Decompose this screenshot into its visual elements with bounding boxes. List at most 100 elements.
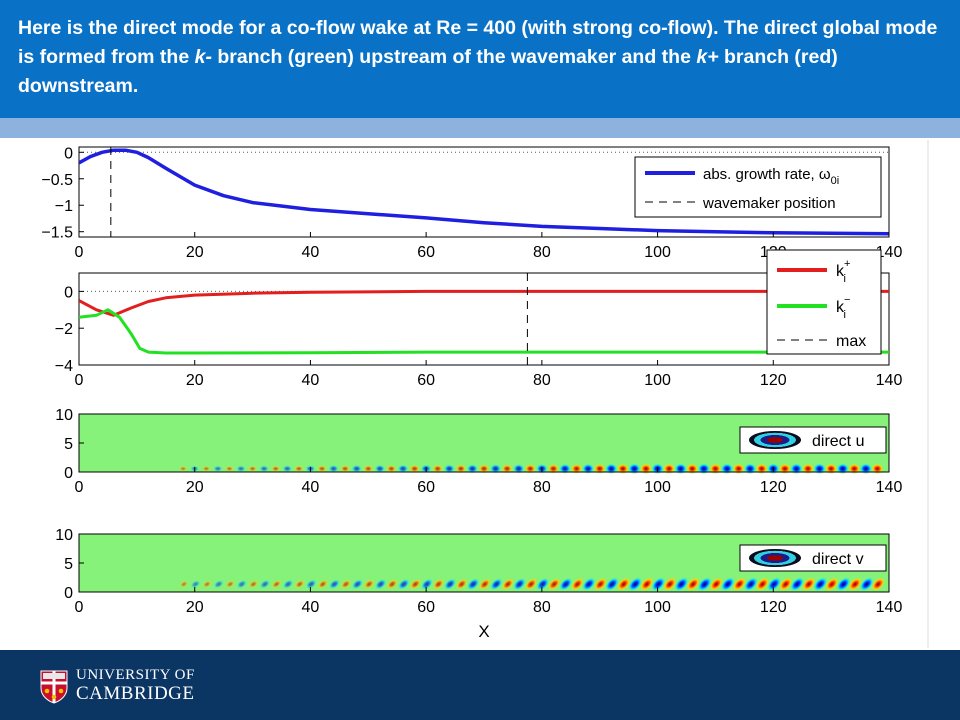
p3-wave-blob: [501, 577, 515, 591]
p1-xtick-label: 140: [876, 372, 903, 389]
p3-wave-blob: [259, 579, 271, 589]
p2-wave-blob: [397, 464, 409, 473]
p2-wave-blob: [581, 463, 595, 474]
p2-ytick-label: 10: [55, 407, 73, 424]
p2-wave-blob: [685, 463, 699, 475]
p3-wave-blob: [697, 577, 712, 592]
p2-wave-blob: [501, 464, 513, 474]
p2-wave-blob: [385, 464, 397, 473]
p3-wave-blob: [443, 578, 457, 591]
p1-ytick-label: 0: [64, 284, 73, 301]
p2-wave-blob: [213, 465, 223, 473]
direct-v-panel: 0 5 10 0 20 40 60 80 100 120 140 direct v X: [55, 527, 902, 641]
header-band: [0, 118, 960, 138]
direct-u-legend: direct u: [739, 426, 887, 454]
p3-wave-blob: [593, 577, 608, 592]
p2-wave-blob: [628, 463, 641, 475]
p2-wave-blob: [743, 463, 757, 475]
p0-xtick-label: 140: [876, 244, 903, 261]
p3-wave-blob: [478, 578, 492, 591]
p3-wave-blob: [340, 579, 352, 590]
k-minus-legend-label: k− i: [836, 294, 850, 321]
p2-xtick-label: 120: [760, 479, 787, 496]
slide-header: Here is the direct mode for a co-flow wa…: [0, 0, 960, 118]
p0-xtick-label: 80: [533, 244, 551, 261]
p2-wave-blob: [478, 464, 490, 474]
p2-wave-blob: [247, 465, 258, 473]
p1-xtick-label: 120: [760, 372, 787, 389]
p2-wave-blob: [836, 463, 850, 475]
p3-wave-blob: [870, 577, 886, 592]
direct-v-legend-icon: [749, 549, 801, 567]
p3-wave-blob: [674, 577, 689, 592]
p3-wave-blob: [628, 577, 643, 592]
p1-xtick-label: 100: [644, 372, 671, 389]
p1-xtick-label: 80: [533, 372, 551, 389]
wavenumber-panel: 0 −2 −4 0 20 40 60 80 100 120 140 k+ i k− i max: [55, 249, 903, 389]
p3-wave-blob: [766, 577, 782, 592]
p0-xtick-label: 60: [417, 244, 435, 261]
p2-wave-blob: [871, 463, 884, 475]
p2-wave-blob: [409, 464, 421, 474]
p3-xtick-label: 60: [417, 599, 435, 616]
caption-part-c: branch (red) downstream.: [18, 46, 838, 97]
p3-wave-blob: [755, 577, 770, 592]
p3-wave-blob: [294, 579, 306, 590]
p3-ytick-label: 10: [55, 527, 73, 544]
p2-wave-blob: [859, 463, 873, 475]
p2-xtick-label: 80: [533, 479, 551, 496]
p3-wave-blob: [789, 577, 805, 592]
p2-wave-blob: [362, 464, 374, 473]
p3-wave-blob: [743, 577, 759, 592]
p2-wave-blob: [339, 464, 351, 473]
p3-wave-blob: [836, 577, 851, 592]
p2-wave-blob: [455, 464, 467, 474]
caption-part-b: branch (green) upstream of the wavemaker…: [211, 46, 697, 68]
p3-xtick-label: 80: [533, 599, 551, 616]
p2-xtick-label: 60: [417, 479, 435, 496]
p0-ytick-label: −1.5: [41, 225, 73, 242]
p0-ytick-label: −1: [55, 198, 73, 215]
p2-wave-blob: [270, 465, 281, 473]
university-crest-icon: [40, 670, 68, 704]
p2-wave-blob: [351, 464, 363, 473]
p2-wave-blob: [282, 465, 293, 473]
p2-wave-blob: [432, 464, 444, 474]
p3-wave-blob: [409, 578, 422, 590]
p1-xtick-label: 40: [302, 372, 320, 389]
p3-xtick-label: 40: [302, 599, 320, 616]
direct-v-legend-label: direct v: [812, 551, 864, 568]
growth-legend-box: [634, 156, 882, 218]
p2-wave-blob: [328, 464, 339, 473]
p3-wave-blob: [374, 578, 387, 590]
p2-xtick-label: 40: [302, 479, 320, 496]
caption-part-a: Here is the direct mode for a co-flow wa…: [18, 17, 938, 68]
p2-wave-blob: [605, 463, 618, 475]
panel1-axes-box: [78, 272, 890, 366]
p3-wave-blob: [639, 577, 655, 592]
p3-xtick-label: 20: [186, 599, 204, 616]
p3-wave-blob: [201, 579, 213, 589]
p3-wave-blob: [813, 577, 828, 592]
p2-wave-blob: [790, 463, 803, 475]
p3-wave-blob: [859, 577, 874, 592]
k-plus-legend-label: k+ i: [836, 258, 850, 285]
p3-wave-blob: [512, 577, 527, 591]
p3-wave-blob: [455, 578, 469, 591]
p2-wave-blob: [755, 463, 769, 475]
p3-wave-blob: [386, 578, 399, 590]
growth-rate-curve: [79, 148, 889, 236]
p2-xtick-label: 0: [75, 479, 84, 496]
caption-k-minus: k-: [194, 46, 212, 68]
p1-ytick-label: −4: [55, 358, 73, 375]
k-minus-curve: [79, 308, 889, 355]
p3-wave-blob: [420, 578, 434, 591]
direct-u-panel: 0 5 10 0 20 40 60 80 100 120 140 direct u: [55, 407, 902, 496]
p2-wave-blob: [813, 463, 826, 475]
p0-xtick-label: 0: [75, 244, 84, 261]
p2-wave-blob: [847, 463, 861, 475]
p3-ytick-label: 5: [64, 556, 73, 573]
p3-wave-blob: [685, 577, 701, 592]
p2-xtick-label: 20: [186, 479, 204, 496]
